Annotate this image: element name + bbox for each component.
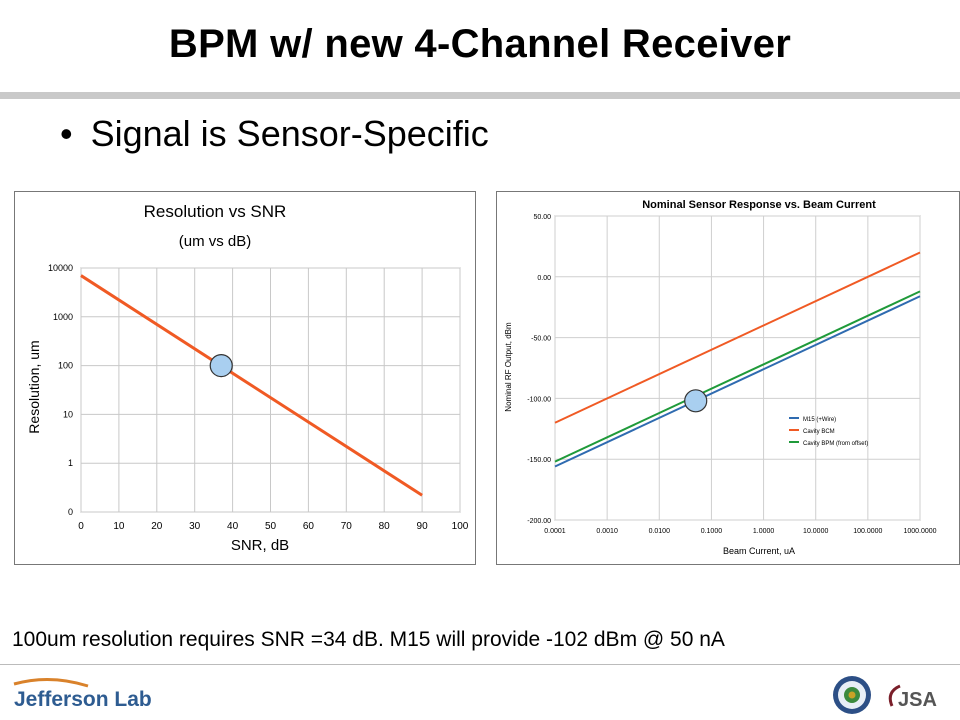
chart2-x-tick-label: 0.0010 [596,528,618,535]
jsa-swoosh-icon [888,684,901,707]
slide-title: BPM w/ new 4-Channel Receiver [168,22,792,66]
chart1-y-tick-label: 10000 [48,263,73,273]
chart2-x-tick-label: 100.0000 [853,528,882,535]
resolution-chart-svg: Resolution vs SNR (um vs dB) SNR, dB Res… [26,202,469,554]
chart1-series-line [80,274,423,497]
chart1-x-tick-label: 0 [78,521,84,532]
chart2-x-axis-label: Beam Current, uA [723,546,795,556]
chart2-y-tick-label: -50.00 [531,336,551,343]
chart2-x-tick-label: 0.1000 [701,528,723,535]
chart1-x-tick-label: 20 [151,521,163,532]
title-divider [0,92,960,99]
caption-text: 100um resolution requires SNR =34 dB. M1… [12,628,725,651]
chart2-x-tick-label: 10.0000 [803,528,828,535]
chart1-y-tick-label: 1 [68,458,73,468]
sensor-response-chart-svg: Nominal Sensor Response vs. Beam Current… [504,199,937,556]
chart2-series-line [554,295,921,468]
chart1-x-tick-label: 10 [113,521,125,532]
chart1-x-tick-label: 70 [341,521,353,532]
jefferson-lab-logo: Jefferson Lab [13,677,152,711]
chart2-y-tick-label: -150.00 [527,457,551,464]
jsa-logo-text: JSA [898,689,937,711]
doe-seal-icon [833,676,871,714]
chart1-y-tick-label: 10 [63,409,73,419]
chart2-y-tick-label: -100.00 [527,396,551,403]
chart1-x-tick-label: 40 [227,521,239,532]
chart1-x-tick-label: 80 [379,521,391,532]
resolution-vs-snr-chart: Resolution vs SNR (um vs dB) SNR, dB Res… [14,191,476,565]
chart1-x-axis-label: SNR, dB [231,537,289,554]
chart2-legend-label: Cavity BCM [803,429,835,435]
chart1-y-tick-label: 0 [68,507,73,517]
logo-text: Jefferson Lab [14,688,152,711]
chart1-y-tick-label: 1000 [53,312,73,322]
chart2-highlight-marker [684,389,708,413]
chart1-subtitle: (um vs dB) [179,233,252,250]
chart2-series-line [554,251,921,424]
chart2-y-tick-label: 0.00 [537,275,551,282]
chart1-x-tick-label: 60 [303,521,315,532]
logo-swoosh-icon [13,677,89,688]
chart2-y-axis-label: Nominal RF Output, dBm [504,322,513,412]
chart2-x-tick-label: 0.0100 [649,528,671,535]
chart2-plot-area [554,215,921,521]
footer-divider [0,664,960,665]
sensor-response-chart: Nominal Sensor Response vs. Beam Current… [496,191,960,565]
chart1-x-tick-label: 30 [189,521,201,532]
chart1-x-tick-label: 100 [452,521,469,532]
chart2-x-tick-label: 0.0001 [544,528,566,535]
chart1-x-tick-label: 50 [265,521,277,532]
chart2-title: Nominal Sensor Response vs. Beam Current [642,199,876,211]
chart1-highlight-marker [209,354,233,378]
chart2-legend-label: Cavity BPM (from offset) [803,441,868,447]
bullet-dot: • [60,113,73,154]
chart2-series-line [554,290,921,463]
chart1-y-tick-label: 100 [58,361,73,371]
chart1-title: Resolution vs SNR [144,202,287,221]
chart1-y-axis-label: Resolution, um [26,340,42,433]
jsa-logo: JSA [888,684,937,711]
chart1-x-tick-label: 90 [417,521,429,532]
chart2-x-tick-label: 1.0000 [753,528,775,535]
chart2-x-tick-label: 1000.0000 [903,528,936,535]
chart2-y-tick-label: 50.00 [533,214,551,221]
chart2-y-tick-label: -200.00 [527,518,551,525]
chart2-legend-label: M15 (+Wire) [803,417,836,423]
bullet-point: • Signal is Sensor-Specific [60,113,489,155]
bullet-text: Signal is Sensor-Specific [90,113,489,154]
